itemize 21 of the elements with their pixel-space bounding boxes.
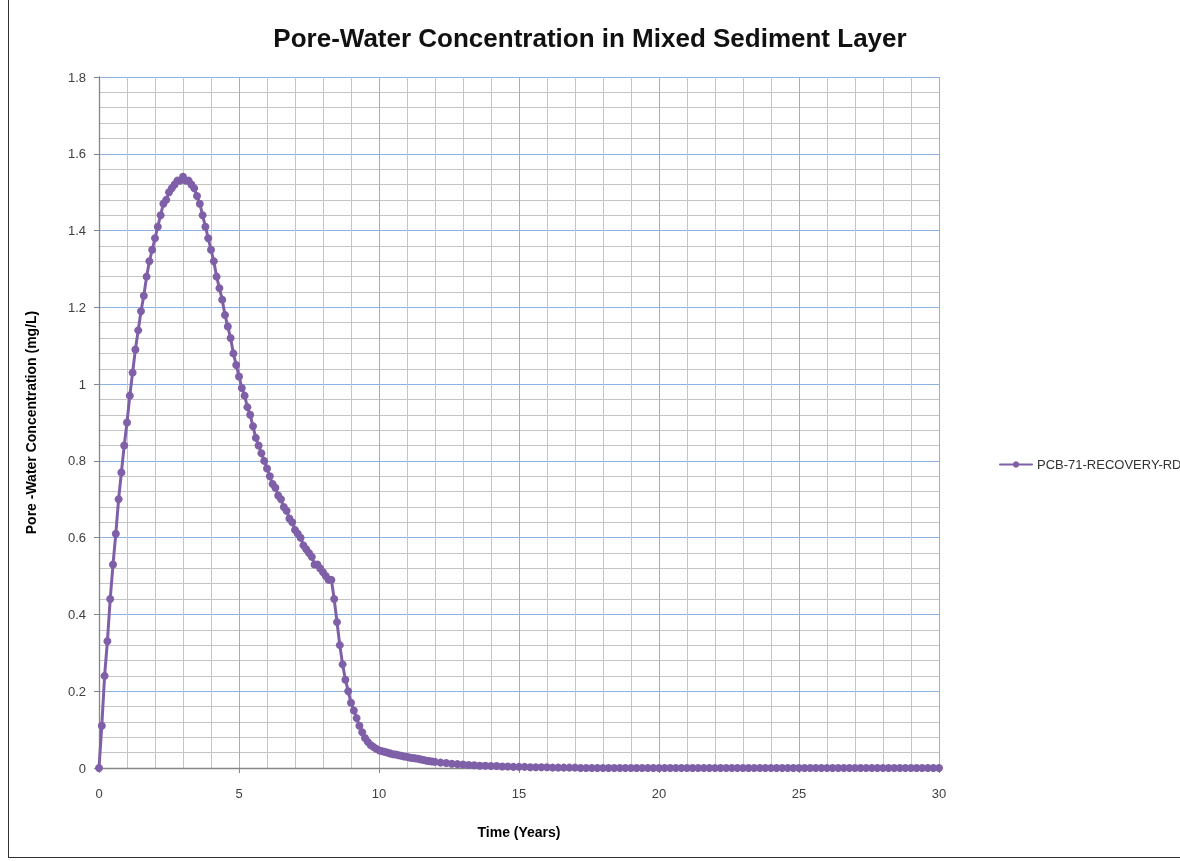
x-axis-title: Time (Years) [477, 824, 561, 840]
chart-title: Pore-Water Concentration in Mixed Sediment Layer [273, 23, 907, 53]
y-tick-label: 1.2 [67, 299, 86, 315]
y-tick-label: 1.4 [67, 223, 86, 239]
y-tick-label: 0.6 [67, 530, 86, 546]
y-axis-title: Pore -Water Concentration (mg/L) [23, 310, 39, 535]
legend-label: PCB-71-RECOVERY-RD [1037, 457, 1180, 472]
x-tick-label: 20 [651, 786, 667, 801]
y-tick-label: 1.6 [67, 146, 86, 162]
x-tick-label: 30 [931, 786, 947, 801]
x-tick-label: 5 [235, 786, 243, 801]
y-tick-label: 0 [78, 760, 86, 776]
x-tick-label: 10 [371, 786, 387, 801]
y-tick-label: 1.8 [67, 69, 86, 85]
x-tick-label: 0 [95, 786, 103, 801]
y-tick-label: 1 [78, 376, 86, 392]
y-tick-label: 0.8 [67, 453, 86, 469]
x-tick-label: 25 [791, 786, 807, 801]
x-tick-label: 15 [511, 786, 527, 801]
y-tick-label: 0.4 [67, 606, 86, 622]
y-tick-label: 0.2 [67, 683, 86, 699]
